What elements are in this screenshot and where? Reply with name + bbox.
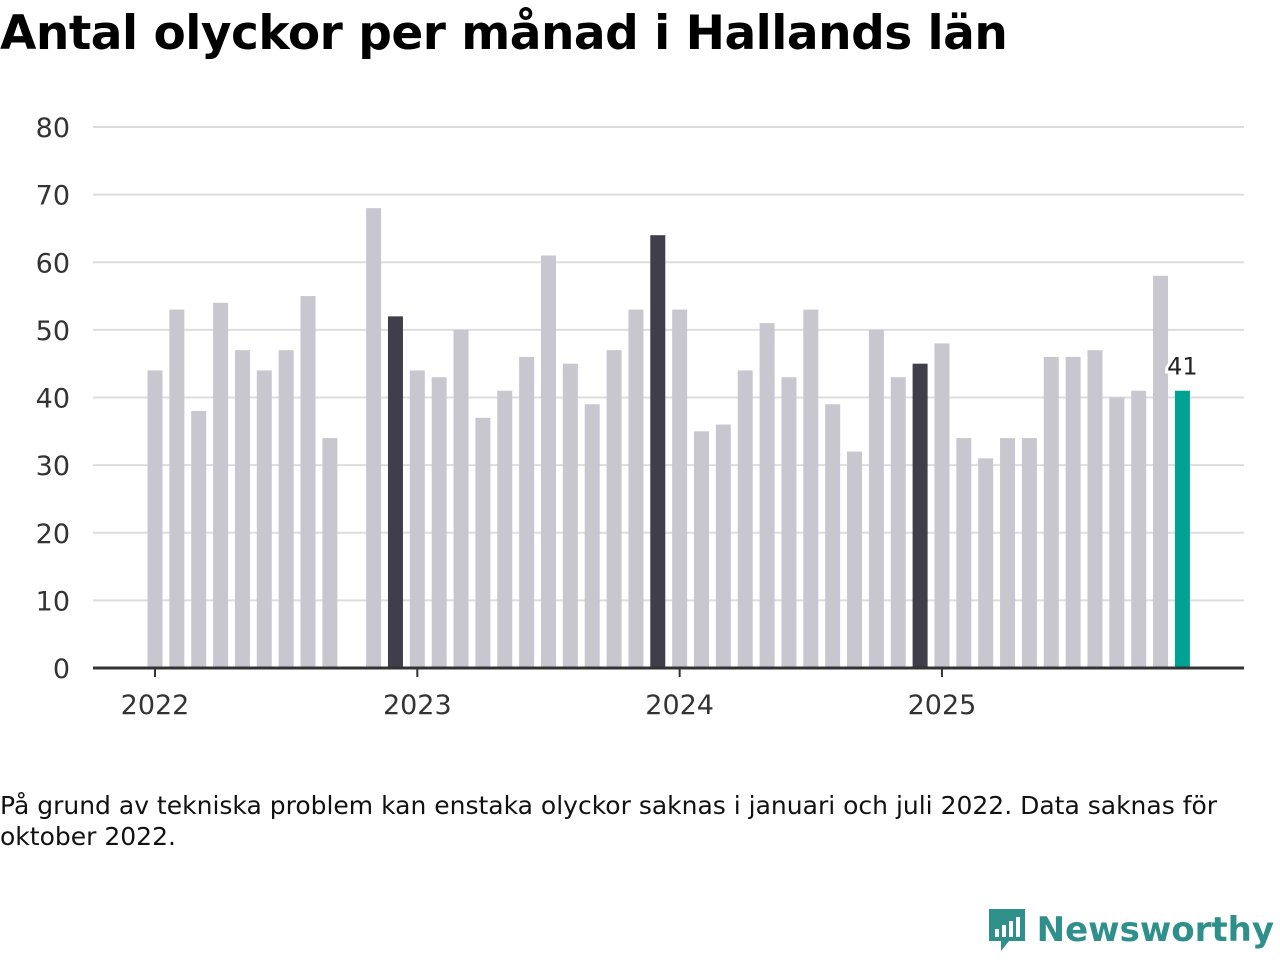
bar-2025-06[interactable] [1043,356,1059,668]
bar-2022-03[interactable] [191,411,207,668]
bar-2024-09[interactable] [847,451,863,668]
y-tick-label: 20 [36,519,70,550]
bar-2024-12[interactable] [912,363,928,668]
bar-chart-icon [988,909,1025,951]
bar-chart: 0 10 20 30 40 50 60 70 80 2022 2023 2024 2025 41 [36,113,1244,721]
bar-2025-03[interactable] [978,458,994,668]
x-tick-label: 2023 [383,690,452,721]
y-tick-label: 80 [36,113,70,144]
bar-2025-01[interactable] [934,343,950,668]
bar-2024-08[interactable] [825,404,841,668]
bar-2023-07[interactable] [540,255,556,669]
footnote: På grund av tekniska problem kan enstaka… [0,791,1218,851]
bar-2023-12[interactable] [650,235,666,668]
bar-2022-02[interactable] [169,309,185,668]
bar-2022-07[interactable] [278,350,294,668]
bar-2025-07[interactable] [1065,356,1081,668]
bar-2022-11[interactable] [366,208,382,668]
bar-2024-05[interactable] [759,323,775,668]
bar-2024-07[interactable] [803,309,819,668]
bar-2024-04[interactable] [737,370,753,668]
bar-2024-03[interactable] [715,424,731,668]
x-tick-label: 2022 [121,690,190,721]
newsworthy-logo[interactable]: Newsworthy [987,904,1274,956]
brand-name: Newsworthy [1036,910,1274,950]
bar-2022-05[interactable] [234,350,250,668]
bar-2024-06[interactable] [781,377,797,668]
y-tick-label: 50 [36,316,70,347]
bar-2023-09[interactable] [584,404,600,668]
bar-2025-08[interactable] [1087,350,1103,668]
bar-2023-01[interactable] [409,370,425,668]
bar-2022-06[interactable] [256,370,272,668]
bar-2025-11[interactable] [1153,275,1169,668]
bar-2023-02[interactable] [431,377,447,668]
bar-2022-08[interactable] [300,296,316,668]
y-tick-label: 40 [36,384,70,415]
bar-2024-01[interactable] [672,309,688,668]
bar-2023-05[interactable] [497,390,513,668]
bar-2023-10[interactable] [606,350,622,668]
y-tick-label: 30 [36,451,70,482]
x-tick-label: 2025 [908,690,977,721]
y-tick-label: 0 [53,654,70,685]
bar-2025-04[interactable] [1000,438,1016,668]
y-tick-label: 70 [36,181,70,212]
bar-2024-10[interactable] [868,329,884,668]
bar-2025-05[interactable] [1021,438,1037,668]
bar-2023-08[interactable] [562,363,578,668]
x-tick-label: 2024 [645,690,714,721]
bar-2024-11[interactable] [890,377,906,668]
bar-2025-02[interactable] [956,438,972,668]
bar-2023-06[interactable] [519,356,535,668]
bar-2024-02[interactable] [694,431,709,668]
bar-2025-09[interactable] [1109,397,1125,669]
bar-2025-10[interactable] [1131,390,1147,668]
bar-2022-04[interactable] [213,302,229,668]
y-tick-label: 60 [36,248,70,279]
data-label: 41 [1167,353,1198,381]
bar-2023-04[interactable] [475,417,491,668]
bar-2022-01[interactable] [147,370,163,668]
bar-2022-09[interactable] [322,438,338,668]
bar-2023-11[interactable] [628,309,644,668]
bar-2025-12[interactable] [1174,390,1190,668]
bar-2023-03[interactable] [453,329,469,668]
chart-title: Antal olyckor per månad i Hallands län [0,6,1008,61]
bar-2022-12[interactable] [387,316,403,668]
y-tick-label: 10 [36,586,70,617]
